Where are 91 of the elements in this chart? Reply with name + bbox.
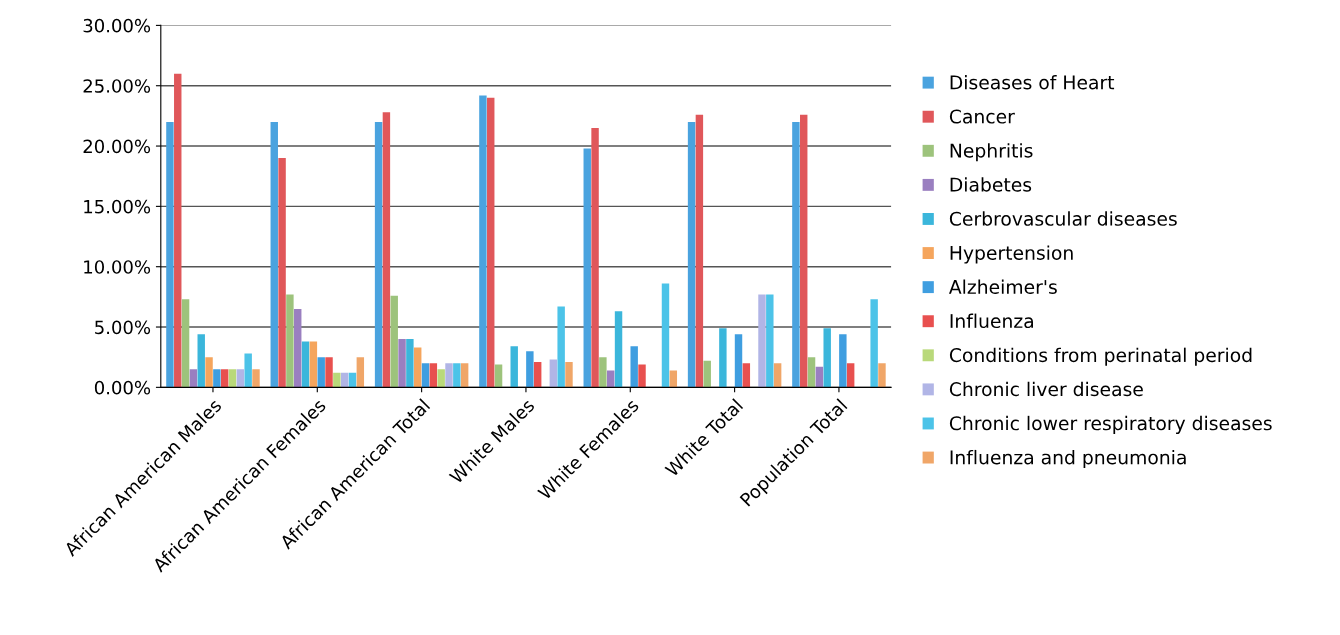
y-tick-label: 30.00% [83,18,151,33]
bar [286,294,294,388]
bar [356,357,365,388]
bar [583,148,591,388]
bar [565,362,573,388]
bar [270,121,278,388]
bar [494,364,503,388]
legend-label: Influenza and pneumonia [950,449,1186,469]
bar [348,372,357,388]
bar [309,341,318,388]
bar [807,357,816,388]
legend-label: Diabetes [950,177,1032,192]
bar [205,357,213,388]
bar [661,283,670,388]
bar [742,363,751,388]
bar [773,363,782,388]
bar [398,339,406,388]
legend-label: Diseases of Heart [950,74,1115,90]
legend-label: Cancer [949,109,1015,124]
bar [429,363,438,388]
bar [445,363,453,388]
bar [815,366,824,388]
bar [301,341,310,388]
legend-label: Conditions from perinatal period [949,347,1252,366]
bar [614,311,623,388]
legend-label: Hypertension [950,245,1073,264]
bar [294,308,302,388]
bar [533,362,542,388]
bar [823,328,831,388]
bar [638,364,646,388]
legend-label: Cerbrovascular diseases [949,211,1177,226]
bar [244,353,252,388]
bar [453,363,461,388]
bar [719,328,727,388]
bar [278,158,286,388]
bar [374,121,383,388]
y-tick-label: 25.00% [83,79,151,93]
y-tick-label: 20.00% [83,139,151,154]
bar [325,357,333,388]
bar [317,357,325,388]
bar [526,351,534,388]
bar [479,95,487,388]
bar [669,370,678,388]
y-tick-label: 0.00% [94,380,151,395]
bar [166,121,174,388]
bar [703,360,711,388]
bar [382,112,391,388]
bar [599,357,607,388]
bar [510,346,518,388]
y-tick-label: 10.00% [84,260,151,274]
bar [591,127,599,388]
bar [557,306,565,388]
bar [228,369,237,388]
bar [878,363,886,388]
bar [220,369,229,388]
bar [846,363,855,388]
bar [839,334,847,388]
bar [630,346,638,388]
bar [390,295,398,388]
bar [687,121,696,388]
bar [413,347,422,388]
bar [487,97,495,388]
bar [792,121,800,388]
bar [333,372,341,388]
bar [189,369,198,388]
bar [758,294,766,388]
legend-label: Chronic lower respiratory diseases [949,415,1272,434]
bar [197,334,205,388]
bar [213,369,221,388]
bar [340,372,349,388]
legend-label: Alzheimer's [948,279,1057,295]
bar [549,359,558,388]
bar [406,339,414,388]
bar [421,363,430,388]
bar [236,369,245,388]
bar [734,334,743,388]
bar [800,114,808,388]
legend-label: Chronic liver disease [949,381,1143,397]
bar [766,294,774,388]
bar [695,114,704,388]
y-tick-label: 5.00% [95,320,151,335]
bar [437,369,445,388]
bar [252,369,260,388]
bar [460,363,469,388]
legend-label: Nephritis [950,143,1033,162]
bar [174,73,182,388]
bar [870,299,878,388]
y-tick-label: 15.00% [84,199,151,214]
legend-label: Influenza [950,313,1033,329]
bar [181,299,190,388]
bar [607,370,615,388]
